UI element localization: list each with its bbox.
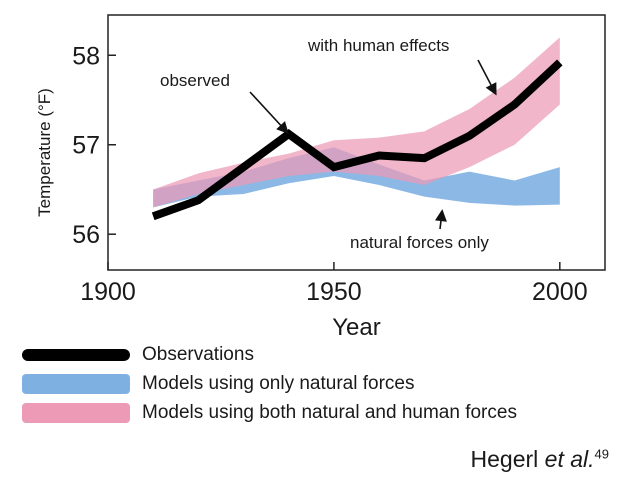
y-tick-label: 58 — [72, 42, 100, 70]
temperature-chart: 1900 1950 2000 56 57 58 Year Temperature (°F)… — [35, 14, 606, 341]
citation-author: Hegerl — [470, 446, 539, 472]
natural-forces-band — [153, 147, 560, 208]
legend-label-observations: Observations — [142, 343, 254, 365]
citation: Hegerl et al.49 — [471, 446, 610, 473]
legend-item-human: Models using both natural and human forc… — [22, 398, 517, 427]
annotation-natural-forces: natural forces only — [350, 233, 489, 252]
annotations: observed with human effects natural forces… — [160, 36, 497, 252]
x-tick-label: 1900 — [80, 278, 136, 306]
y-tick-label: 56 — [72, 221, 100, 249]
y-axis-title: Temperature (°F) — [35, 88, 54, 217]
x-tick-label: 2000 — [532, 278, 588, 306]
annotation-observed-arrowhead — [276, 121, 289, 134]
annotation-human-effects: with human effects — [307, 36, 449, 55]
annotation-natural-forces-arrowhead — [434, 209, 447, 222]
observed-line — [151, 59, 563, 221]
x-tick-label: 1950 — [306, 278, 362, 306]
x-axis-title: Year — [332, 314, 381, 341]
model-bands — [153, 37, 560, 208]
axis-ticks: 1900 1950 2000 56 57 58 — [72, 42, 587, 306]
legend: Observations Models using only natural f… — [22, 340, 517, 427]
citation-etal: et al. — [544, 446, 595, 472]
plot-frame — [107, 14, 606, 271]
human-forces-band — [153, 37, 560, 208]
annotation-human-effects-arrow — [477, 59, 494, 89]
legend-swatch-human — [22, 402, 130, 423]
citation-ref: 49 — [594, 446, 609, 462]
y-tick-label: 57 — [72, 132, 100, 160]
legend-label-human: Models using both natural and human forc… — [142, 401, 517, 423]
legend-item-observations: Observations — [22, 340, 517, 369]
legend-label-natural: Models using only natural forces — [142, 372, 415, 394]
annotation-observed-arrow — [249, 91, 284, 129]
annotation-observed: observed — [160, 71, 230, 90]
legend-swatch-observations — [22, 348, 130, 361]
annotation-human-effects-arrowhead — [485, 82, 497, 96]
legend-item-natural: Models using only natural forces — [22, 369, 517, 398]
legend-swatch-natural — [22, 373, 130, 394]
